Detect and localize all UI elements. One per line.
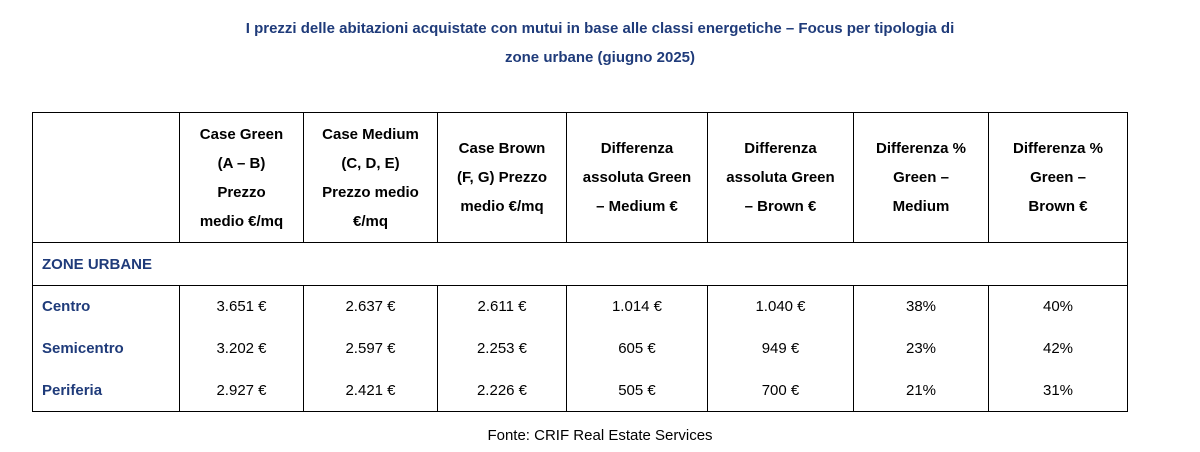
price-table: Case Green (A – B) Prezzo medio €/mq Case Me… [32,112,1128,412]
table-cell: 31% [988,369,1128,412]
section-label: ZONE URBANE [32,242,1128,286]
title-line-1: I prezzi delle abitazioni acquistate con… [245,20,955,37]
column-header-line: (C, D, E) [341,154,400,172]
column-header-line: Differenza [744,140,817,157]
column-header-line: Green – [893,169,949,186]
table-cell: 2.927 € [179,369,304,412]
column-header-line: assoluta Green [726,169,835,186]
table-row: Periferia 2.927 €2.421 €2.226 €505 €700 €… [32,369,1128,412]
column-header [32,112,180,243]
column-header-line: medio €/mq [199,212,284,230]
table-cell: 1.040 € [707,285,854,328]
row-label: Centro [32,285,180,328]
column-header-line: – Medium € [596,198,678,215]
column-header-line: (A – B) [217,154,266,172]
page-title: I prezzi delle abitazioni acquistate con… [0,14,1200,72]
column-header-line: medio €/mq [460,198,544,215]
column-header-line: Case Brown [458,140,546,157]
table-cell: 40% [988,285,1128,328]
column-header: Differenza assoluta Green – Brown € [707,112,854,243]
column-header: Case Brown (F, G) Prezzo medio €/mq [437,112,567,243]
column-header-line: (F, G) Prezzo [456,169,547,186]
table-cell: 2.226 € [437,369,567,412]
column-header-line: Medium [892,198,950,215]
table-cell: 2.421 € [303,369,438,412]
table-cell: 2.597 € [303,327,438,370]
table-cell: 2.611 € [437,285,567,328]
table-cell: 700 € [707,369,854,412]
table-row: Centro 3.651 €2.637 €2.611 €1.014 €1.040 … [32,285,1128,328]
source-note: Fonte: CRIF Real Estate Services [487,427,713,444]
column-header-line: Brown € [1028,198,1088,215]
section-row: ZONE URBANE [32,242,1128,286]
header-row: Case Green (A – B) Prezzo medio €/mq Case Me… [32,112,1128,243]
column-header-line: €/mq [352,212,388,230]
table-cell: 38% [853,285,989,328]
table-cell: 505 € [566,369,708,412]
column-header: Case Medium (C, D, E) Prezzo medio €/mq [303,112,438,243]
table-cell: 2.637 € [303,285,438,328]
table-cell: 605 € [566,327,708,370]
column-header-line: assoluta Green [582,169,692,186]
row-label: Periferia [32,369,180,412]
row-label: Semicentro [32,327,180,370]
table-cell: 2.253 € [437,327,567,370]
column-header: Differenza % Green – Medium [853,112,989,243]
table-cell: 1.014 € [566,285,708,328]
column-header-line: – Brown € [744,198,817,215]
column-header: Differenza % Green – Brown € [988,112,1128,243]
column-header: Differenza assoluta Green – Medium € [566,112,708,243]
table-cell: 3.202 € [179,327,304,370]
table-cell: 23% [853,327,989,370]
column-header-line: Differenza % [1012,140,1104,157]
title-line-2: zone urbane (giugno 2025) [504,49,696,66]
table-row: Semicentro 3.202 €2.597 €2.253 €605 €949 … [32,327,1128,370]
column-header: Case Green (A – B) Prezzo medio €/mq [179,112,304,243]
column-header-line: Prezzo medio [322,183,419,201]
column-header-line: Differenza [600,140,674,157]
column-header-line: Case Green [199,125,284,143]
table-cell: 42% [988,327,1128,370]
table-cell: 21% [853,369,989,412]
column-header-line: Differenza % [875,140,967,157]
table-cell: 3.651 € [179,285,304,328]
column-header-line: Prezzo [217,183,266,201]
column-header-line: Case Medium [322,125,419,143]
column-header-line: Green – [1030,169,1086,186]
table-cell: 949 € [707,327,854,370]
